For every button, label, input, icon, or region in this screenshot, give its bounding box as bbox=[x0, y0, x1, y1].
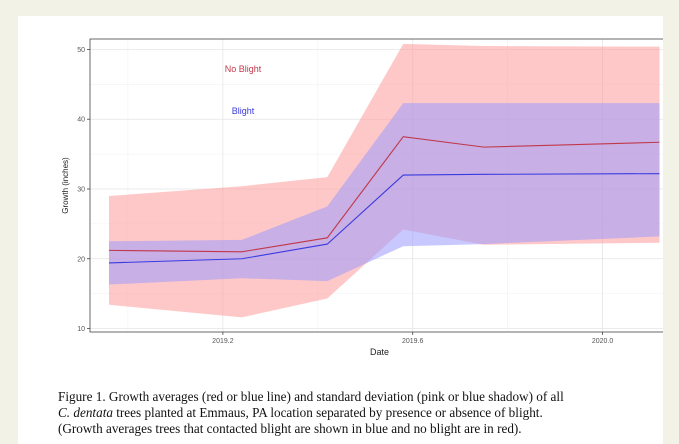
y-tick-label: 30 bbox=[77, 186, 85, 193]
legend: No Blight Blight bbox=[225, 64, 262, 116]
caption-line-2-rest: trees planted at Emmaus, PA location sep… bbox=[112, 405, 543, 420]
line-no-blight bbox=[108, 136, 660, 253]
line-blight bbox=[108, 173, 660, 264]
plot-border bbox=[89, 38, 663, 333]
y-axis-label: Growth (inches) bbox=[61, 157, 70, 214]
band-blight bbox=[108, 103, 660, 285]
y-tick-label: 10 bbox=[77, 326, 85, 333]
caption-line-1: Figure 1. Growth averages (red or blue l… bbox=[58, 389, 564, 404]
y-tick-label: 40 bbox=[77, 117, 85, 124]
figure-card: 10 20 30 40 50 2019.2 2019.6 2020.0 No Blight B… bbox=[18, 16, 663, 444]
average-lines bbox=[108, 136, 660, 264]
x-axis-label: Date bbox=[370, 347, 389, 357]
growth-chart: 10 20 30 40 50 2019.2 2019.6 2020.0 No Blight B… bbox=[61, 38, 663, 357]
caption-line-2: C. dentata trees planted at Emmaus, PA l… bbox=[58, 405, 658, 421]
caption-line-3: (Growth averages trees that contacted bl… bbox=[58, 421, 522, 436]
x-tick-label: 2020.0 bbox=[592, 338, 614, 345]
y-tick-label: 50 bbox=[77, 47, 85, 54]
x-axis-ticks: 2019.2 2019.6 2020.0 bbox=[212, 332, 613, 345]
std-dev-bands bbox=[108, 43, 660, 318]
y-axis-ticks: 10 20 30 40 50 bbox=[77, 47, 90, 333]
x-tick-label: 2019.6 bbox=[402, 338, 424, 345]
y-tick-label: 20 bbox=[77, 256, 85, 263]
x-tick-label: 2019.2 bbox=[212, 338, 234, 345]
legend-label-no-blight: No Blight bbox=[225, 64, 262, 74]
caption-species: C. dentata bbox=[58, 405, 113, 420]
legend-label-blight: Blight bbox=[232, 106, 255, 116]
figure-caption: Figure 1. Growth averages (red or blue l… bbox=[58, 389, 658, 437]
